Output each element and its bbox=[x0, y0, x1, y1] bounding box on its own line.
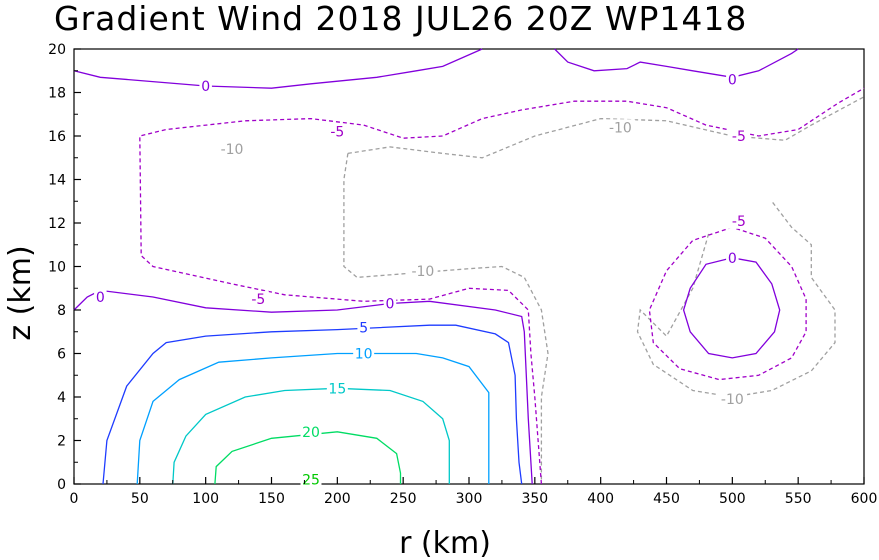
y-tick-label-1: 2 bbox=[57, 434, 66, 450]
y-tick-label-4: 8 bbox=[57, 303, 66, 319]
x-tick-label-3: 150 bbox=[258, 491, 285, 507]
contour-label-bg-3 bbox=[605, 119, 636, 136]
contour-label-15: 15 bbox=[328, 381, 346, 397]
y-axis-ticks: 0 2 4 6 8 10 12 14 16 18 20 bbox=[48, 42, 81, 493]
y-tick-label-2: 4 bbox=[57, 390, 66, 406]
contour-label-bg-13 bbox=[353, 345, 375, 362]
contour-label-9: 0 bbox=[96, 290, 105, 306]
contour-label-3: -10 bbox=[609, 120, 632, 136]
contour-label-bg-5 bbox=[217, 141, 247, 158]
contour-label-bg-1 bbox=[726, 71, 739, 88]
contour-line--10-1 bbox=[347, 96, 865, 159]
y-tick-label-6: 12 bbox=[48, 216, 66, 232]
contour-line-0-5 bbox=[73, 289, 533, 485]
contour-label-14: -10 bbox=[721, 392, 744, 408]
contour-labels: 0 0 -5 -10 -5 -10 -5 -10 0 0 -5 0 5 10 -10 15 20 25 bbox=[94, 71, 750, 489]
contour-label-bg-6 bbox=[728, 212, 750, 229]
y-tick-label-9: 18 bbox=[48, 86, 66, 102]
x-axis-ticks: 0 50 100 150 200 250 300 350 400 450 500 550 600 bbox=[70, 477, 878, 507]
chart-title: Gradient Wind 2018 JUL26 20Z WP1418 bbox=[54, 0, 747, 38]
contour-label-16: 20 bbox=[302, 425, 320, 441]
contour-label-13: 10 bbox=[355, 347, 373, 363]
plot-frame bbox=[73, 48, 865, 485]
contour-label-5: -10 bbox=[221, 142, 244, 158]
contour-label-17: 25 bbox=[302, 473, 320, 489]
contour-label-bg-10 bbox=[247, 291, 269, 308]
x-axis-label: r (km) bbox=[399, 526, 491, 560]
y-tick-label-8: 16 bbox=[48, 129, 66, 145]
contour-line-20-12 bbox=[214, 431, 402, 485]
y-axis-label: z (km) bbox=[3, 245, 38, 340]
x-tick-label-1: 50 bbox=[131, 491, 149, 507]
contour-label-bg-2 bbox=[326, 123, 348, 140]
contour-label-7: -10 bbox=[411, 264, 434, 280]
contour-label-11: 0 bbox=[386, 296, 395, 312]
contour-line-5-9 bbox=[102, 324, 523, 485]
contour-label-6: -5 bbox=[732, 214, 746, 230]
contour-label-bg-11 bbox=[383, 295, 397, 312]
contour-label-4: -5 bbox=[732, 129, 746, 145]
contour-line-0-8 bbox=[682, 257, 781, 359]
x-tick-label-11: 550 bbox=[785, 491, 812, 507]
x-tick-label-2: 100 bbox=[192, 491, 219, 507]
contour-label-12: 5 bbox=[359, 320, 368, 336]
y-tick-label-3: 6 bbox=[57, 347, 66, 363]
contour-label-8: 0 bbox=[728, 251, 737, 267]
x-tick-label-8: 400 bbox=[587, 491, 614, 507]
contour-label-1: 0 bbox=[728, 72, 737, 88]
x-tick-label-6: 300 bbox=[456, 491, 483, 507]
contour-label-bg-8 bbox=[726, 249, 739, 266]
x-tick-label-0: 0 bbox=[70, 491, 79, 507]
contour-label-bg-14 bbox=[717, 391, 748, 408]
contour-line-0-7 bbox=[554, 48, 799, 78]
contour-label-bg-16 bbox=[300, 423, 322, 440]
contour-line--10-0 bbox=[343, 153, 549, 484]
x-tick-label-5: 250 bbox=[390, 491, 417, 507]
contour-label-bg-7 bbox=[408, 262, 438, 279]
contour-line-15-11 bbox=[172, 387, 450, 485]
contour-label-bg-12 bbox=[357, 319, 370, 336]
contour-line-0-6 bbox=[73, 48, 483, 89]
contour-line--5-4 bbox=[648, 226, 807, 381]
y-tick-label-10: 20 bbox=[48, 42, 66, 58]
x-tick-label-7: 350 bbox=[521, 491, 548, 507]
x-tick-label-10: 500 bbox=[719, 491, 746, 507]
contour-label-0: 0 bbox=[201, 79, 210, 95]
x-tick-label-9: 450 bbox=[653, 491, 680, 507]
contour-label-10: -5 bbox=[251, 292, 265, 308]
contour-label-2: -5 bbox=[330, 125, 344, 141]
contour-label-bg-0 bbox=[199, 77, 212, 94]
y-tick-label-7: 14 bbox=[48, 173, 66, 189]
contour-label-bg-9 bbox=[94, 288, 107, 305]
contour-label-bg-17 bbox=[300, 471, 322, 488]
contour-line-10-10 bbox=[136, 352, 490, 485]
y-tick-label-0: 0 bbox=[57, 477, 66, 493]
contour-line--10-2 bbox=[636, 200, 836, 398]
x-tick-label-4: 200 bbox=[324, 491, 351, 507]
contour-label-bg-4 bbox=[728, 128, 750, 144]
contour-line--5-3 bbox=[139, 87, 865, 485]
y-tick-label-5: 10 bbox=[48, 260, 66, 276]
contour-lines bbox=[73, 48, 865, 485]
x-tick-label-12: 600 bbox=[851, 491, 878, 507]
contour-label-bg-15 bbox=[326, 380, 348, 397]
